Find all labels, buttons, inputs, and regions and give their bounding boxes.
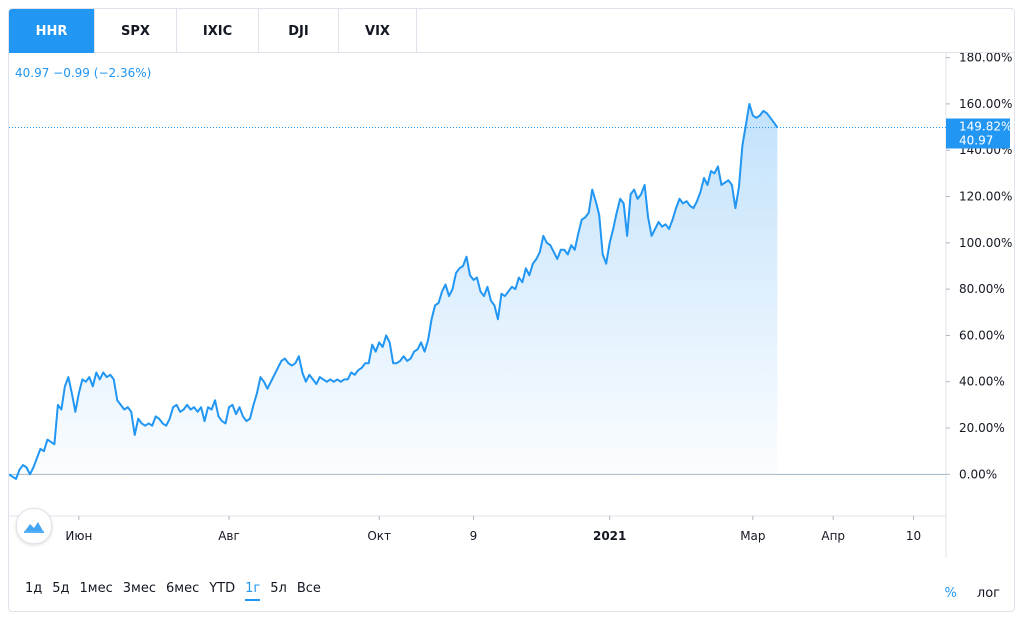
scale-toggles: % лог xyxy=(925,586,1000,601)
x-tick-label: Авг xyxy=(218,529,240,543)
price-legend: 40.97 −0.99 (−2.36%) xyxy=(15,66,152,80)
x-tick-label: Апр xyxy=(821,529,845,543)
series-line xyxy=(9,102,779,480)
last-value-percent: 149.82% xyxy=(959,119,1012,133)
x-tick-label: 9 xyxy=(470,529,478,543)
series-area xyxy=(9,103,778,479)
period-button[interactable]: 1г xyxy=(245,581,261,601)
y-tick-label: 0.00% xyxy=(959,467,997,481)
symbol-overview-widget: HHR SPX IXIC DJI VIX 40.97 −0.99 (−2.36%) 0.… xyxy=(8,8,1015,612)
tab-ixic[interactable]: IXIC xyxy=(177,9,259,53)
y-tick-label: 80.00% xyxy=(959,282,1005,296)
tradingview-cloud-icon xyxy=(24,522,44,533)
symbol-tabs: HHR SPX IXIC DJI VIX xyxy=(9,9,1014,53)
period-button[interactable]: 1д xyxy=(25,581,43,596)
chart-area[interactable]: 0.00% 20.00% 40.00% 60.00% 80.00% 100.00% 120.… xyxy=(9,53,1015,558)
y-tick-label: 180.00% xyxy=(959,53,1012,65)
y-tick-label: 160.00% xyxy=(959,97,1012,111)
period-button[interactable]: 5д xyxy=(52,581,70,596)
x-tick-label: 10 xyxy=(906,529,921,543)
y-tick-label: 40.00% xyxy=(959,375,1005,389)
y-tick-label: 100.00% xyxy=(959,236,1012,250)
period-button[interactable]: YTD xyxy=(209,581,236,596)
tab-spx[interactable]: SPX xyxy=(95,9,177,53)
percent-scale-toggle[interactable]: % xyxy=(944,586,957,601)
last-value-price: 40.97 xyxy=(959,133,993,147)
period-button[interactable]: 5л xyxy=(270,581,287,596)
period-button[interactable]: 6мес xyxy=(166,581,200,596)
x-tick-label: 2021 xyxy=(593,529,626,543)
x-tick-label: Мар xyxy=(740,529,765,543)
period-button[interactable]: Все xyxy=(296,581,321,596)
x-tick-label: Окт xyxy=(367,529,391,543)
tab-dji[interactable]: DJI xyxy=(259,9,339,53)
last-value-label: 149.82%40.97 xyxy=(946,118,1012,149)
period-button[interactable]: 1мес xyxy=(79,581,113,596)
tab-hhr[interactable]: HHR xyxy=(9,9,95,53)
y-tick-label: 20.00% xyxy=(959,421,1005,435)
y-tick-label: 60.00% xyxy=(959,328,1005,342)
log-scale-toggle[interactable]: лог xyxy=(976,586,1000,601)
tab-vix[interactable]: VIX xyxy=(339,9,417,53)
tradingview-logo-button[interactable] xyxy=(16,508,52,544)
y-tick-label: 120.00% xyxy=(959,190,1012,204)
period-selector: 1д 5д 1мес 3мес 6мес YTD 1г 5л Все xyxy=(25,581,331,601)
period-button[interactable]: 3мес xyxy=(122,581,156,596)
last-value-box xyxy=(946,118,1010,149)
x-tick-label: Июн xyxy=(65,529,92,543)
